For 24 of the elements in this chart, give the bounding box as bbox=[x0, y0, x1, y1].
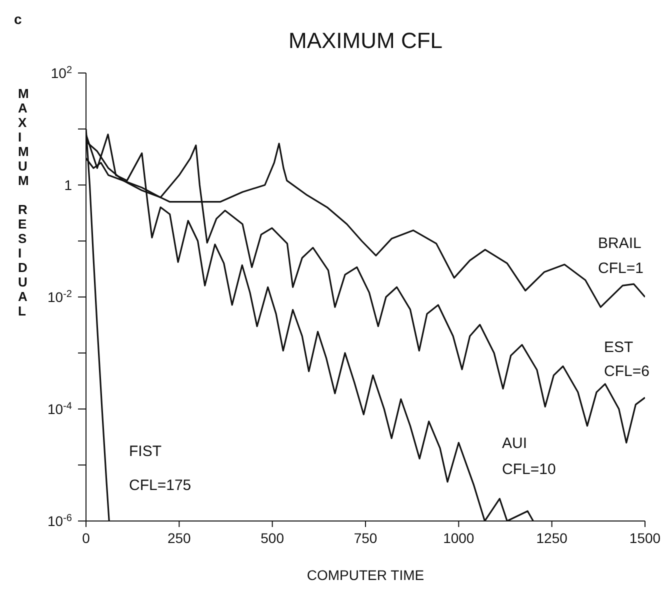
x-tick-label: 1000 bbox=[443, 530, 474, 546]
annotation: FIST bbox=[129, 443, 162, 460]
annotation: CFL=6 bbox=[604, 363, 650, 380]
y-tick-label: 10$^{-6}$ bbox=[48, 512, 72, 529]
x-tick-label: 250 bbox=[167, 530, 192, 546]
y-tick-label: 10$^{-2}$ bbox=[48, 288, 72, 305]
annotation: CFL=10 bbox=[502, 461, 556, 478]
annotation: BRAIL bbox=[598, 235, 642, 252]
text: MAXIMUM RESIDUAL bbox=[18, 86, 29, 318]
annotation: EST bbox=[604, 339, 634, 356]
x-tick-label: 1250 bbox=[536, 530, 568, 546]
y-tick-label: 10$^{2}$ bbox=[50, 64, 72, 81]
text: c bbox=[14, 11, 22, 27]
x-tick-label: 0 bbox=[82, 530, 90, 546]
y-tick-label: 10$^{-4}$ bbox=[48, 400, 72, 417]
x-tick-label: 1500 bbox=[629, 530, 661, 546]
y-tick-label: 1 bbox=[64, 177, 72, 193]
annotation: CFL=1 bbox=[598, 260, 644, 277]
x-tick-label: 750 bbox=[354, 530, 378, 546]
annotation: AUI bbox=[502, 435, 528, 452]
chart-title: MAXIMUM CFL bbox=[288, 28, 442, 53]
annotation: CFL=175 bbox=[129, 477, 192, 494]
x-tick-label: 500 bbox=[260, 530, 284, 546]
x-axis-title: COMPUTER TIME bbox=[306, 567, 424, 583]
